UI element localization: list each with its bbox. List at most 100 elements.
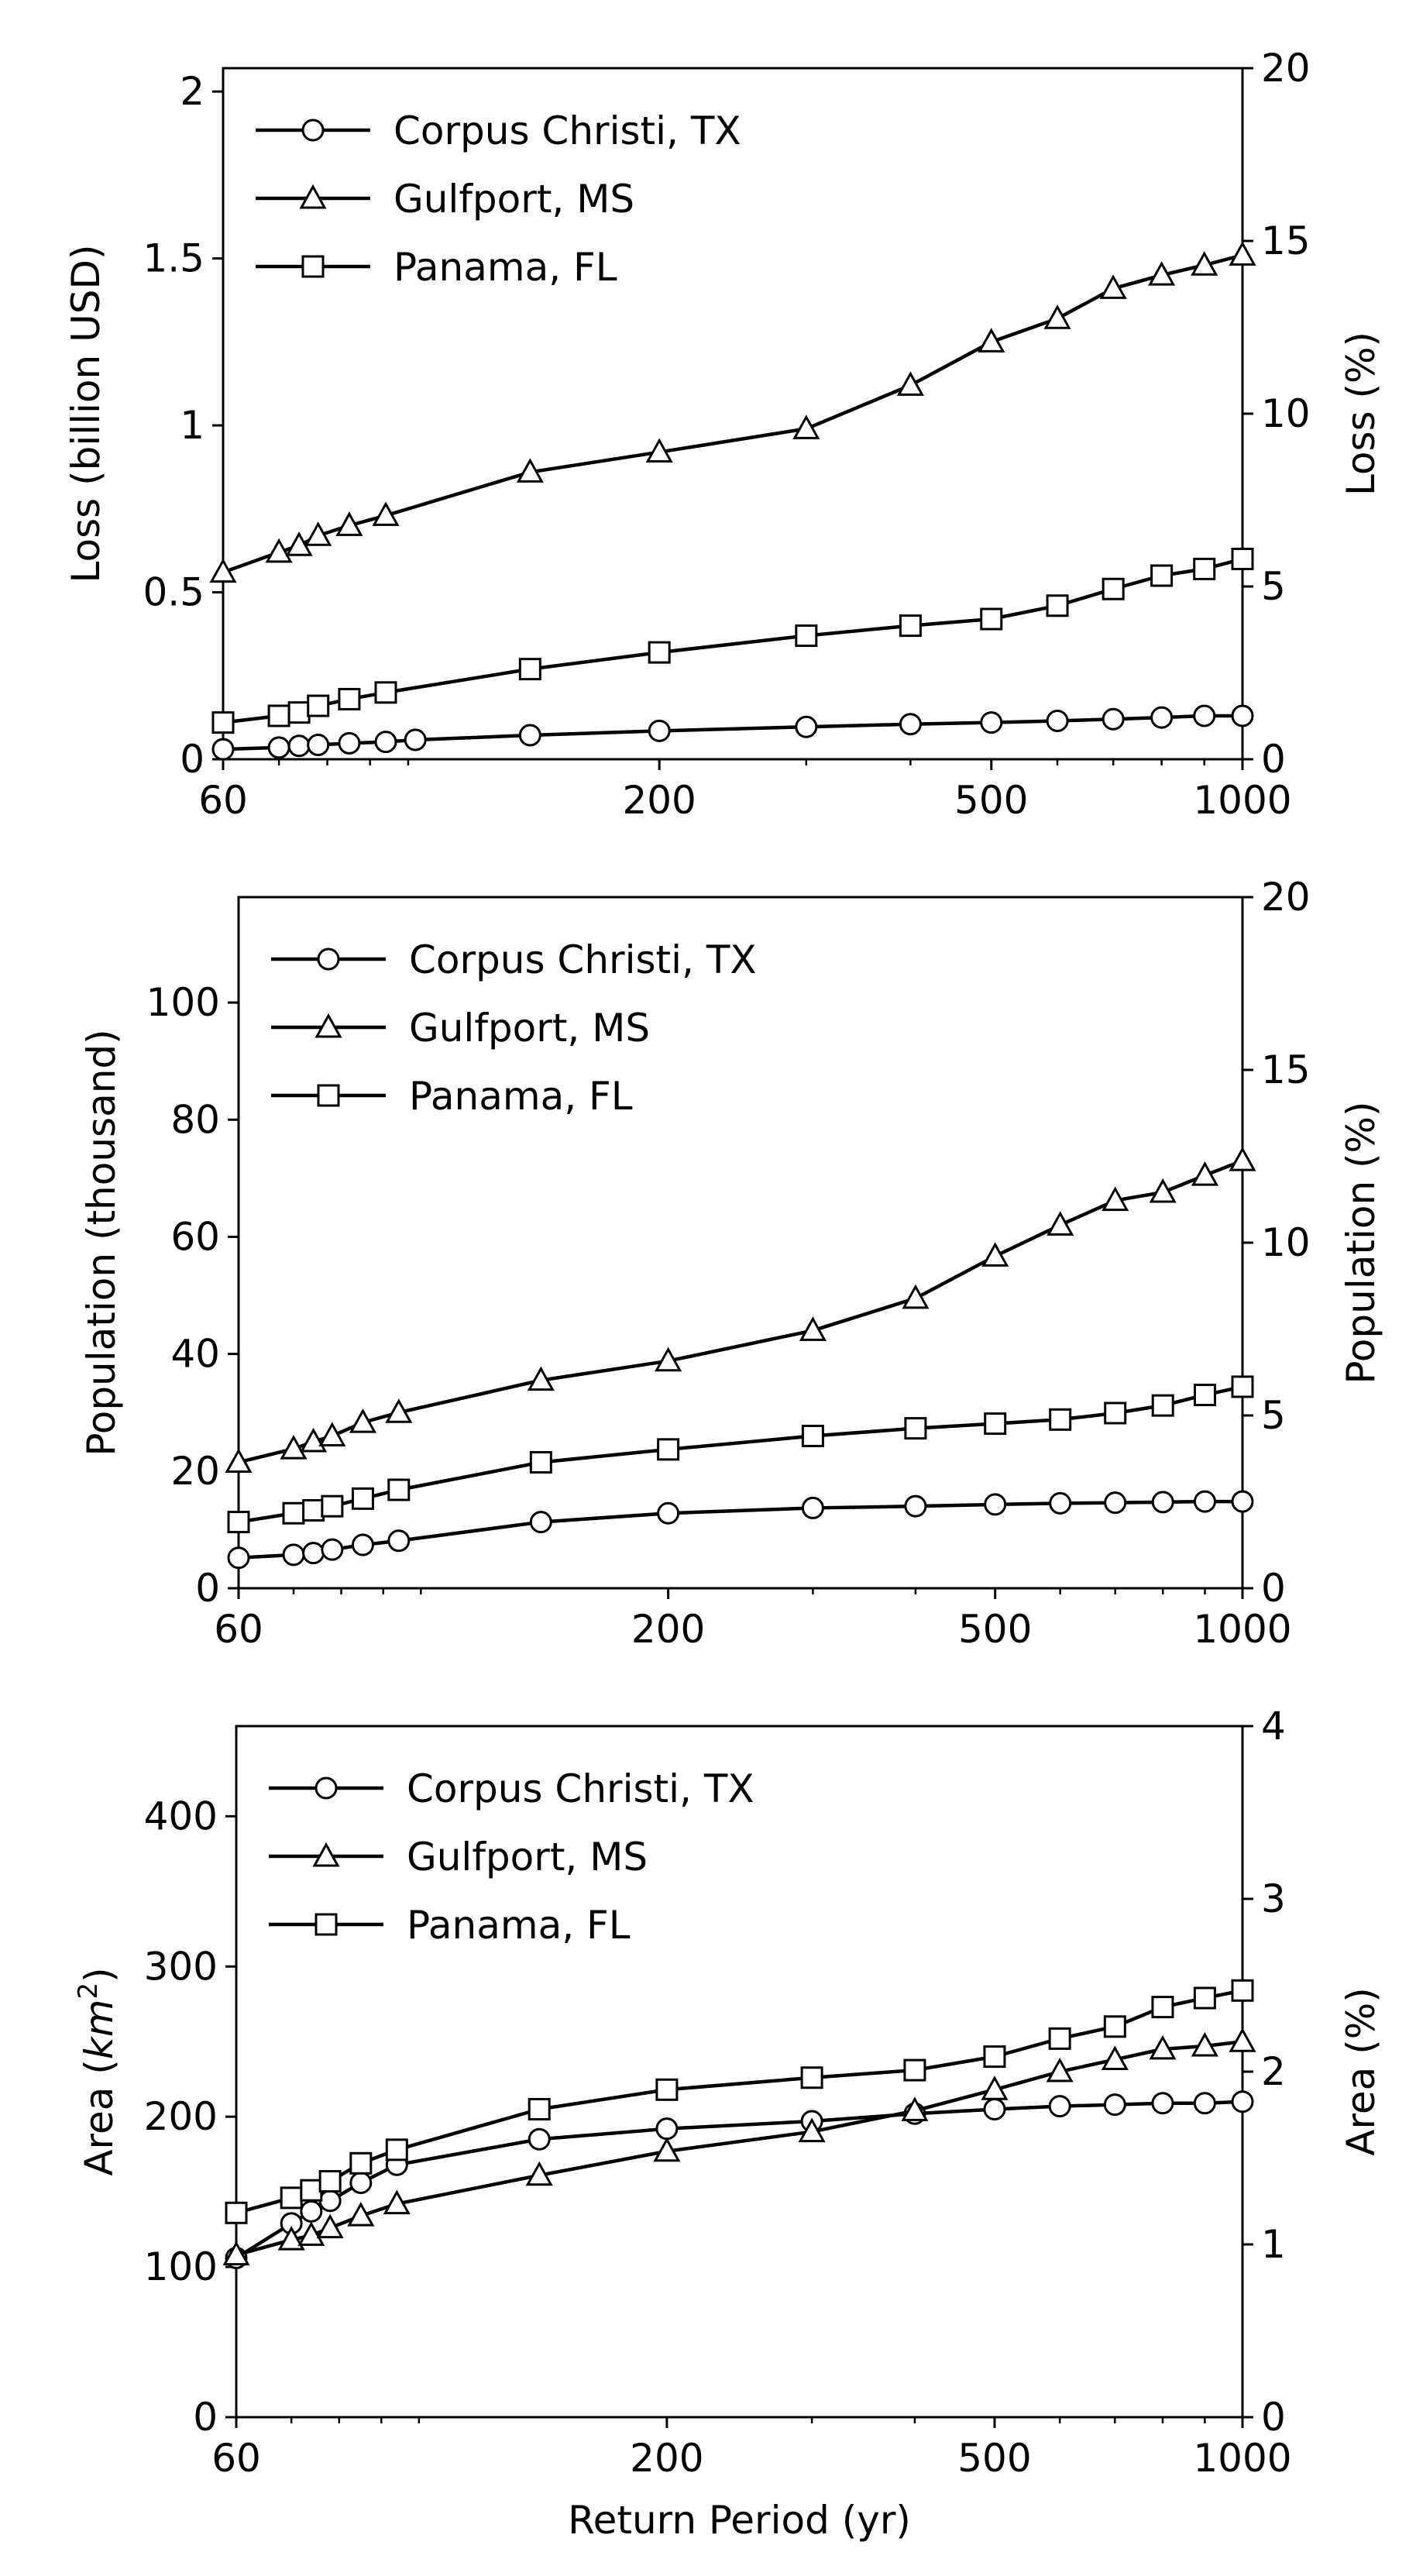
data-point-square [1103, 2015, 1126, 2038]
data-point-circle [1104, 1491, 1127, 1515]
y-axis-label: Loss (billion USD) [64, 245, 108, 583]
data-point-square [351, 1487, 374, 1510]
y-tick-label: 0 [195, 1566, 220, 1611]
data-point-circle [1231, 2090, 1254, 2113]
y-tick-label: 20 [170, 1449, 220, 1494]
x-tick-label: 1000 [1193, 2436, 1291, 2481]
x-axis-label: Return Period (yr) [568, 2498, 911, 2543]
data-point-square [1151, 1394, 1174, 1417]
legend-marker-square [301, 255, 325, 278]
data-point-circle [657, 1501, 680, 1525]
data-point-triangle [1191, 251, 1218, 276]
data-point-circle [307, 733, 330, 756]
data-point-circle [899, 713, 922, 736]
data-point-square [349, 2151, 373, 2175]
series-line [238, 1499, 1242, 1560]
y-tick-label: 100 [144, 2244, 218, 2289]
data-point-circle [1150, 706, 1174, 729]
y-tick-label: 300 [144, 1944, 218, 1989]
data-point-circle [1151, 2092, 1174, 2115]
y-tick-label: 80 [170, 1097, 220, 1142]
legend-label: Gulfport, MS [394, 177, 634, 222]
data-point-circle [529, 1511, 552, 1534]
series-square [227, 1375, 1254, 1534]
x-tick-label: 60 [214, 1607, 263, 1652]
data-point-circle [648, 719, 671, 742]
data-point-circle [211, 738, 235, 761]
data-point-circle [1193, 704, 1216, 727]
data-point-circle [528, 2127, 551, 2151]
data-point-triangle [304, 521, 332, 546]
chart-panel-2: 60 200 500 100002040608010005101520Populati… [79, 875, 1383, 1652]
legend: Corpus Christi, TX Gulfport, MS Panama, FL [256, 108, 741, 290]
series-line [235, 2100, 1243, 2260]
data-point-circle [282, 1543, 305, 1567]
data-point-triangle [383, 2189, 411, 2215]
data-point-triangle [347, 2202, 375, 2227]
data-point-square [225, 2201, 248, 2224]
data-point-circle [1046, 709, 1069, 732]
y-axis-label: Area (km2) [73, 1967, 122, 2175]
data-point-square [518, 658, 541, 681]
x-tick-label: 500 [954, 778, 1028, 823]
y2-tick-label: 3 [1261, 1876, 1286, 1921]
data-point-circle [300, 2199, 323, 2223]
data-point-triangle [1229, 241, 1256, 266]
data-point-triangle [280, 1434, 308, 1460]
plot-frame [235, 1725, 1244, 2419]
data-point-triangle [316, 2213, 344, 2239]
data-point-circle [404, 728, 427, 751]
series-circle [227, 1490, 1254, 1570]
data-point-triangle [222, 2241, 250, 2266]
data-point-square [1046, 594, 1069, 617]
data-point-square [338, 687, 361, 710]
y2-tick-label: 1 [1261, 2222, 1286, 2267]
data-point-triangle [385, 1398, 413, 1423]
data-point-triangle [318, 1422, 346, 1446]
data-point-triangle [335, 511, 363, 536]
series-square [211, 547, 1254, 734]
plot-frame [222, 67, 1244, 761]
data-point-square [800, 2066, 823, 2089]
y-tick-label: 400 [144, 1794, 218, 1838]
data-point-square [1193, 1986, 1216, 2010]
y-tick-label: 2 [180, 69, 204, 114]
data-point-square [648, 641, 671, 664]
data-point-circle [1151, 1491, 1174, 1514]
x-tick-label: 500 [957, 2436, 1031, 2481]
data-point-square [528, 2097, 551, 2120]
data-point-circle [374, 731, 397, 754]
data-point-circle [1231, 704, 1254, 727]
legend-label: Gulfport, MS [409, 1006, 650, 1051]
y2-axis-label: Population (%) [1339, 1101, 1383, 1384]
data-point-square [321, 1494, 344, 1518]
data-point-triangle [372, 501, 400, 526]
data-point-triangle [901, 2096, 929, 2121]
data-point-square [1150, 564, 1174, 587]
data-point-circle [338, 731, 361, 755]
x-tick-label: 200 [630, 2436, 703, 2481]
data-point-square [903, 2058, 926, 2082]
data-point-triangle [525, 2161, 553, 2186]
data-point-square [307, 694, 330, 717]
data-point-triangle [798, 2117, 826, 2143]
x-tick-label: 500 [958, 1607, 1032, 1652]
data-point-triangle [285, 531, 313, 556]
data-point-triangle [799, 1316, 827, 1341]
series-triangle [222, 2027, 1256, 2266]
y2-tick-label: 5 [1261, 564, 1286, 609]
legend-label: Corpus Christi, TX [407, 1766, 754, 1811]
legend-marker-circle [317, 948, 340, 971]
y-tick-label: 0 [193, 2395, 218, 2440]
data-point-square [385, 2138, 408, 2162]
data-point-square [899, 614, 922, 638]
data-point-circle [801, 1496, 824, 1519]
data-point-triangle [349, 1408, 376, 1433]
data-point-square [1231, 1979, 1254, 2002]
data-point-square [1231, 1375, 1254, 1398]
data-point-circle [655, 2117, 679, 2141]
data-point-square [1049, 1408, 1072, 1431]
data-point-triangle [1229, 2027, 1256, 2052]
series-line [235, 1989, 1243, 2215]
data-point-circle [1193, 2092, 1216, 2115]
